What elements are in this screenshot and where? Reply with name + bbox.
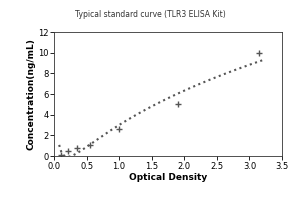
X-axis label: Optical Density: Optical Density [129,173,207,182]
Y-axis label: Concentration(ng/mL): Concentration(ng/mL) [26,38,35,150]
Text: Typical standard curve (TLR3 ELISA Kit): Typical standard curve (TLR3 ELISA Kit) [75,10,225,19]
